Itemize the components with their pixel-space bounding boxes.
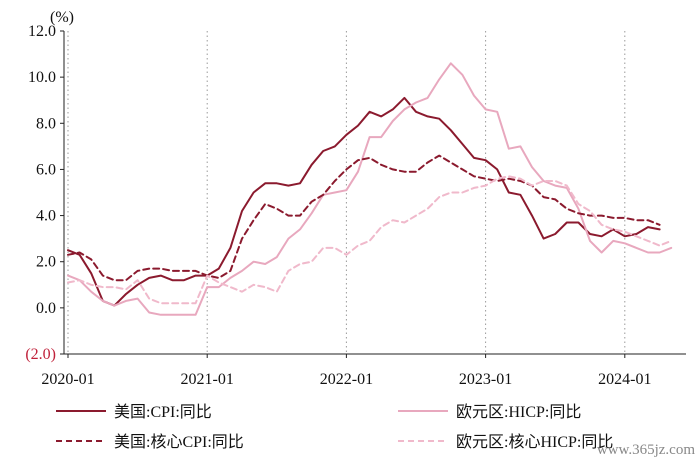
series-line-2 [67, 62, 673, 316]
y-tick-label: 0.0 [36, 300, 56, 317]
legend-label-4: 欧元区:核心HICP:同比 [456, 433, 613, 451]
series-line-4 [67, 175, 673, 305]
y-tick-label: 4.0 [36, 208, 56, 225]
x-tick-label: 2024-01 [598, 371, 651, 388]
legend-label-2: 欧元区:HICP:同比 [456, 403, 581, 421]
y-tick-label: (2.0) [25, 346, 56, 363]
watermark-text: www.365jz.com [597, 442, 696, 458]
x-tick-label: 2020-01 [41, 371, 94, 388]
legend-label-1: 美国:CPI:同比 [114, 403, 212, 421]
x-tick-label: 2021-01 [181, 371, 234, 388]
y-tick-label: 6.0 [36, 161, 56, 178]
x-tick-label: 2022-01 [320, 371, 373, 388]
y-tick-label: 12.0 [28, 23, 56, 40]
y-tick-label: 8.0 [36, 115, 56, 132]
y-tick-label: 10.0 [28, 69, 56, 86]
series-lines [67, 62, 673, 316]
ticks: 12.0 10.0 8.0 6.0 4.0 2.0 0.0 (2.0) 2020-01 2021-… [25, 23, 651, 388]
series-line-3 [67, 154, 661, 282]
series-line-1 [67, 96, 661, 307]
axes: (%) [50, 9, 686, 355]
y-tick-label: 2.0 [36, 254, 56, 271]
grid [67, 31, 626, 354]
y-axis-label: (%) [50, 9, 74, 26]
legend-label-3: 美国:核心CPI:同比 [114, 433, 244, 451]
x-tick-label: 2023-01 [459, 371, 512, 388]
